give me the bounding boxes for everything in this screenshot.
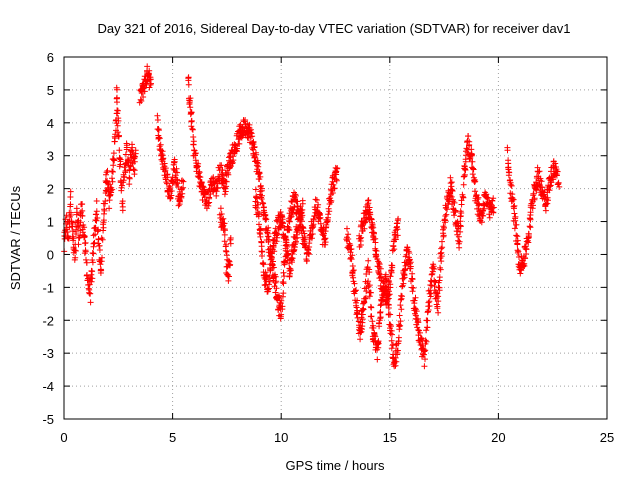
x-tick-label: 0 [60,430,67,445]
x-tick-label: 5 [169,430,176,445]
x-tick-label: 25 [600,430,614,445]
y-tick-label: -2 [42,313,54,328]
y-tick-label: 3 [47,149,54,164]
y-tick-label: -4 [42,379,54,394]
x-tick-label: 10 [274,430,288,445]
data-points [61,63,563,370]
y-tick-label: 0 [47,247,54,262]
y-tick-label: -1 [42,280,54,295]
axis-ticks [63,56,608,420]
y-tick-label: 6 [47,50,54,65]
y-tick-label: 4 [47,116,54,131]
y-tick-label: 5 [47,83,54,98]
x-tick-label: 20 [491,430,505,445]
sdtvar-points [61,63,563,370]
chart-title: Day 321 of 2016, Sidereal Day-to-day VTE… [97,21,570,36]
x-tick-label: 15 [383,430,397,445]
y-axis-label: SDTVAR / TECUs [8,185,23,290]
x-axis-label: GPS time / hours [286,458,385,473]
y-tick-label: -5 [42,412,54,427]
y-tick-labels: -5 -4 -3 -2 -1 0 1 2 3 4 5 6 [42,50,54,427]
y-tick-label: 1 [47,215,54,230]
x-tick-labels: 0 5 10 15 20 25 [60,430,614,445]
plot-frame [63,56,608,420]
y-tick-label: 2 [47,182,54,197]
y-tick-label: -3 [42,346,54,361]
